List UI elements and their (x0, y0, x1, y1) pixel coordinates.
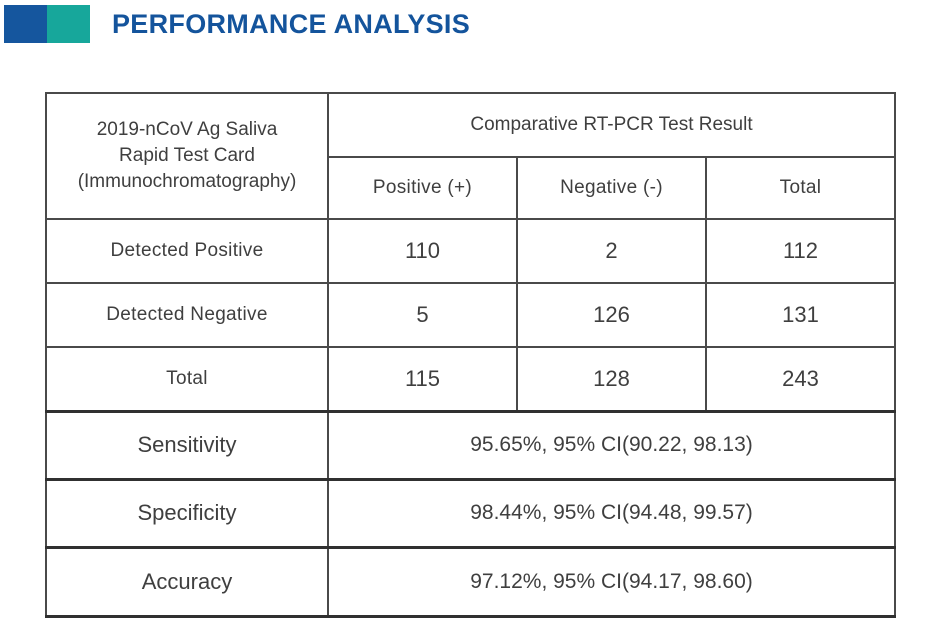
stat-row-specificity: Specificity 98.44%, 95% CI(94.48, 99.57) (45, 477, 896, 548)
stat-value-sensitivity: 95.65%, 95% CI(90.22, 98.13) (327, 409, 896, 480)
col-header-total: Total (705, 156, 896, 220)
stat-row-accuracy: Accuracy 97.12%, 95% CI(94.17, 98.60) (45, 545, 896, 618)
cell-detected-positive-positive: 110 (327, 218, 518, 284)
group-header-cell: Comparative RT-PCR Test Result (327, 92, 896, 158)
cell-detected-positive-negative: 2 (516, 218, 707, 284)
table-row-total: Total 115 128 243 (45, 346, 896, 412)
stat-value-accuracy: 97.12%, 95% CI(94.17, 98.60) (327, 545, 896, 618)
stat-label-accuracy: Accuracy (45, 545, 329, 618)
corner-header-cell: 2019-nCoV Ag Saliva Rapid Test Card (Imm… (45, 92, 329, 220)
col-header-positive: Positive (+) (327, 156, 518, 220)
logo-blue-square-icon (4, 5, 47, 43)
cell-detected-negative-negative: 126 (516, 282, 707, 348)
row-label-detected-positive: Detected Positive (45, 218, 329, 284)
col-header-negative: Negative (-) (516, 156, 707, 220)
logo (4, 5, 90, 43)
cell-total-positive: 115 (327, 346, 518, 412)
stat-label-sensitivity: Sensitivity (45, 409, 329, 480)
corner-label-line-1: 2019-nCoV Ag Saliva (96, 119, 278, 140)
page-header: PERFORMANCE ANALYSIS (4, 5, 470, 43)
stat-label-specificity: Specificity (45, 477, 329, 548)
row-label-detected-negative: Detected Negative (45, 282, 329, 348)
page-title: PERFORMANCE ANALYSIS (112, 8, 471, 39)
row-label-total: Total (45, 346, 329, 412)
table-row-detected-negative: Detected Negative 5 126 131 (45, 282, 896, 348)
stat-value-specificity: 98.44%, 95% CI(94.48, 99.57) (327, 477, 896, 548)
logo-teal-square-icon (47, 5, 90, 43)
cell-detected-positive-total: 112 (705, 218, 896, 284)
corner-label-line-3: (Immunochromatography) (77, 171, 297, 192)
cell-detected-negative-total: 131 (705, 282, 896, 348)
stat-row-sensitivity: Sensitivity 95.65%, 95% CI(90.22, 98.13) (45, 409, 896, 480)
corner-label-line-2: Rapid Test Card (119, 145, 255, 166)
cell-total-negative: 128 (516, 346, 707, 412)
table-row-detected-positive: Detected Positive 110 2 112 (45, 218, 896, 284)
table-group-header-row: 2019-nCoV Ag Saliva Rapid Test Card (Imm… (45, 92, 896, 220)
table-column-header-row: Positive (+) Negative (-) Total (46, 156, 896, 220)
cell-detected-negative-positive: 5 (327, 282, 518, 348)
cell-total-total: 243 (705, 346, 896, 412)
performance-table: 2019-nCoV Ag Saliva Rapid Test Card (Imm… (45, 92, 896, 618)
